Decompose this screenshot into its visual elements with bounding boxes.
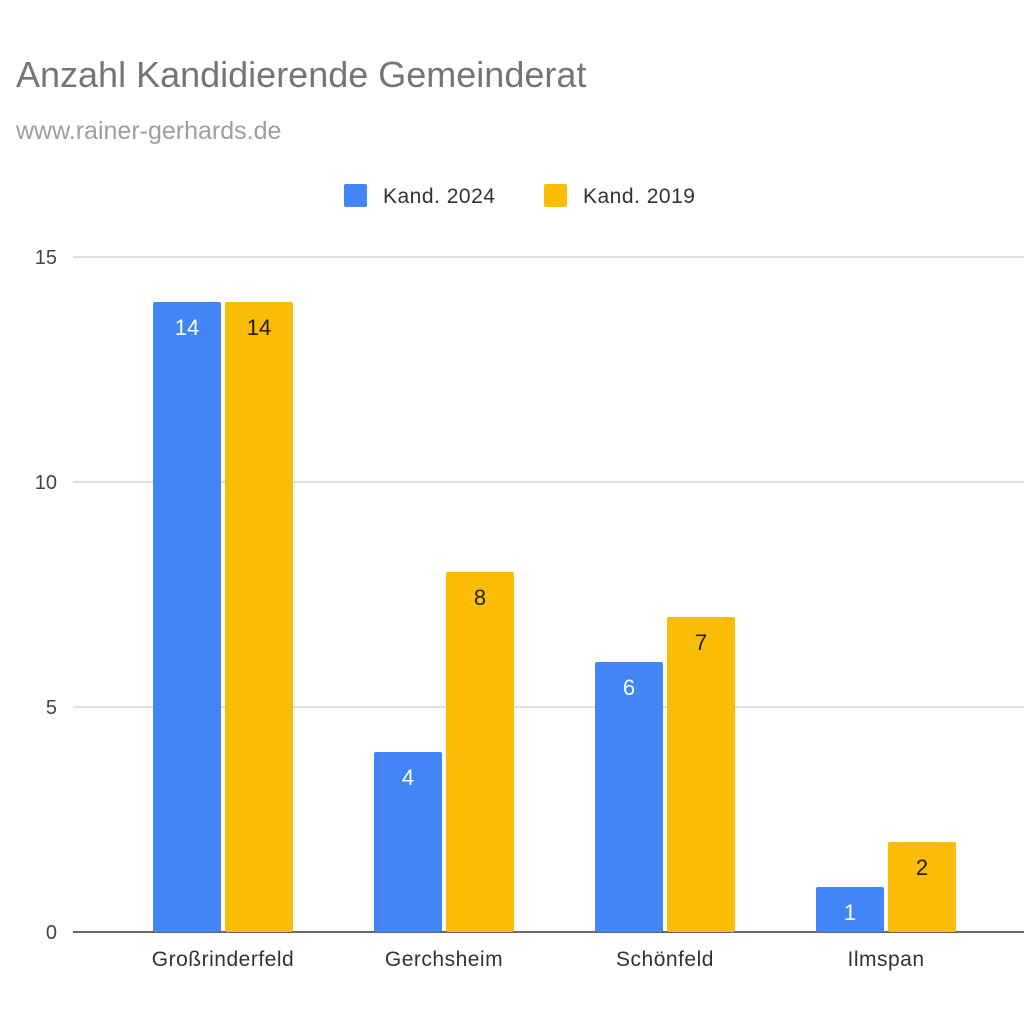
data-label: 14 [175, 315, 199, 340]
y-tick-label: 5 [46, 697, 57, 719]
legend-swatch [544, 184, 567, 207]
bar-2019 [667, 617, 735, 932]
bar-2019 [888, 842, 956, 932]
data-label: 7 [695, 630, 707, 655]
chart-subtitle: www.rainer-gerhards.de [16, 117, 282, 145]
data-label: 6 [623, 675, 635, 700]
legend-label: Kand. 2024 [383, 185, 495, 208]
x-tick-label: Großrinderfeld [152, 948, 294, 971]
x-tick-label: Ilmspan [847, 948, 924, 971]
x-axis-ticks: Großrinderfeld Gerchsheim Schönfeld Ilmspan [152, 948, 924, 971]
legend-label: Kand. 2019 [583, 185, 695, 208]
bar-2024 [153, 302, 221, 932]
data-label: 8 [474, 585, 486, 610]
y-tick-label: 10 [35, 472, 57, 494]
y-axis-ticks: 0 5 10 15 [35, 247, 57, 944]
bar-2019 [225, 302, 293, 932]
y-tick-label: 0 [46, 922, 57, 944]
legend: Kand. 2024 Kand. 2019 [344, 184, 695, 208]
data-label: 2 [916, 855, 928, 880]
bars [153, 302, 956, 932]
y-tick-label: 15 [35, 247, 57, 269]
legend-swatch [344, 184, 367, 207]
x-tick-label: Gerchsheim [385, 948, 503, 971]
bar-2024 [374, 752, 442, 932]
data-label: 4 [402, 765, 414, 790]
data-label: 1 [844, 900, 856, 925]
data-label: 14 [247, 315, 271, 340]
bar-2024 [816, 887, 884, 932]
x-tick-label: Schönfeld [616, 948, 714, 971]
chart-title: Anzahl Kandidierende Gemeinderat [16, 54, 587, 95]
data-labels: 14 14 4 8 6 7 1 2 [175, 315, 928, 925]
bar-2019 [446, 572, 514, 932]
bar-2024 [595, 662, 663, 932]
